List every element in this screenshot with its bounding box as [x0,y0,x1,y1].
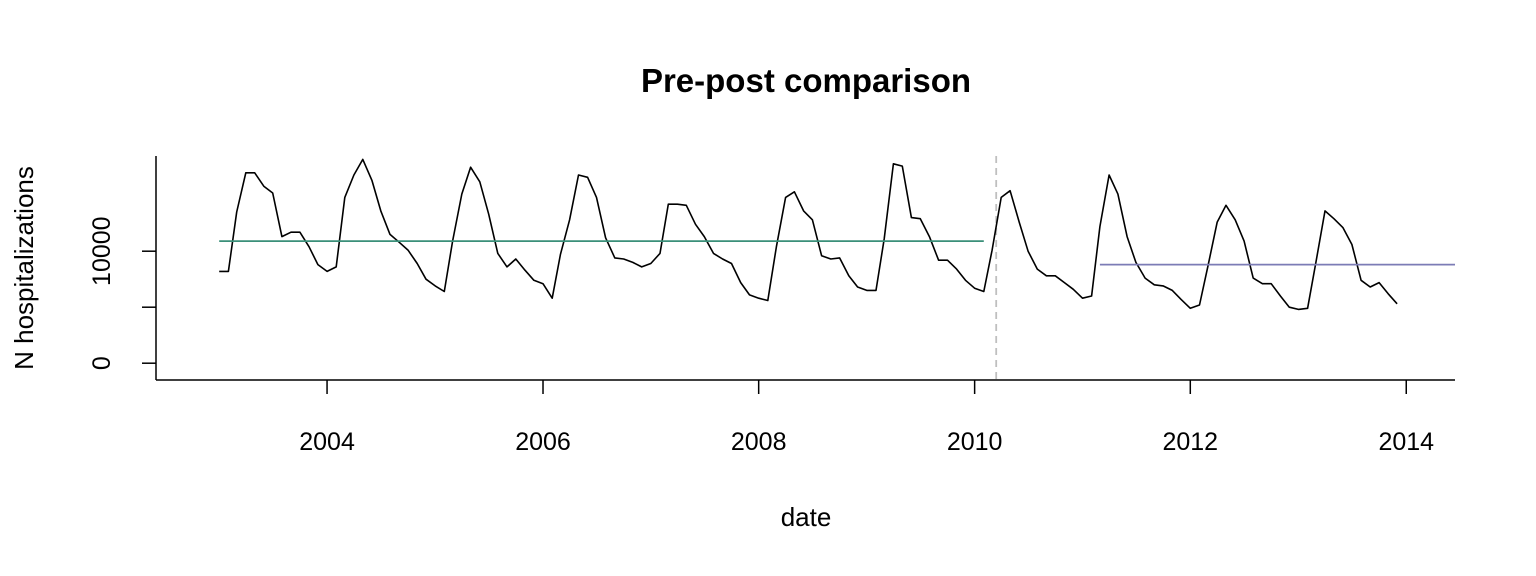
series-line [219,158,1398,311]
x-tick-label: 2008 [731,428,787,456]
y-axis: 0 10000 [88,156,157,380]
chart-title: Pre-post comparison [641,62,971,99]
y-tick-label: 10000 [88,216,116,286]
x-axis-label: date [781,502,832,532]
x-tick-label: 2010 [947,428,1003,456]
x-tick-label: 2004 [299,428,355,456]
x-tick-label: 2012 [1162,428,1218,456]
x-tick-label: 2006 [515,428,571,456]
y-tick-label: 0 [88,356,116,370]
x-tick-label: 2014 [1378,428,1434,456]
plot-area [219,156,1455,380]
x-axis: 2004 2006 2008 2010 2012 2014 [156,379,1455,456]
y-axis-label: N hospitalizations [9,166,39,370]
